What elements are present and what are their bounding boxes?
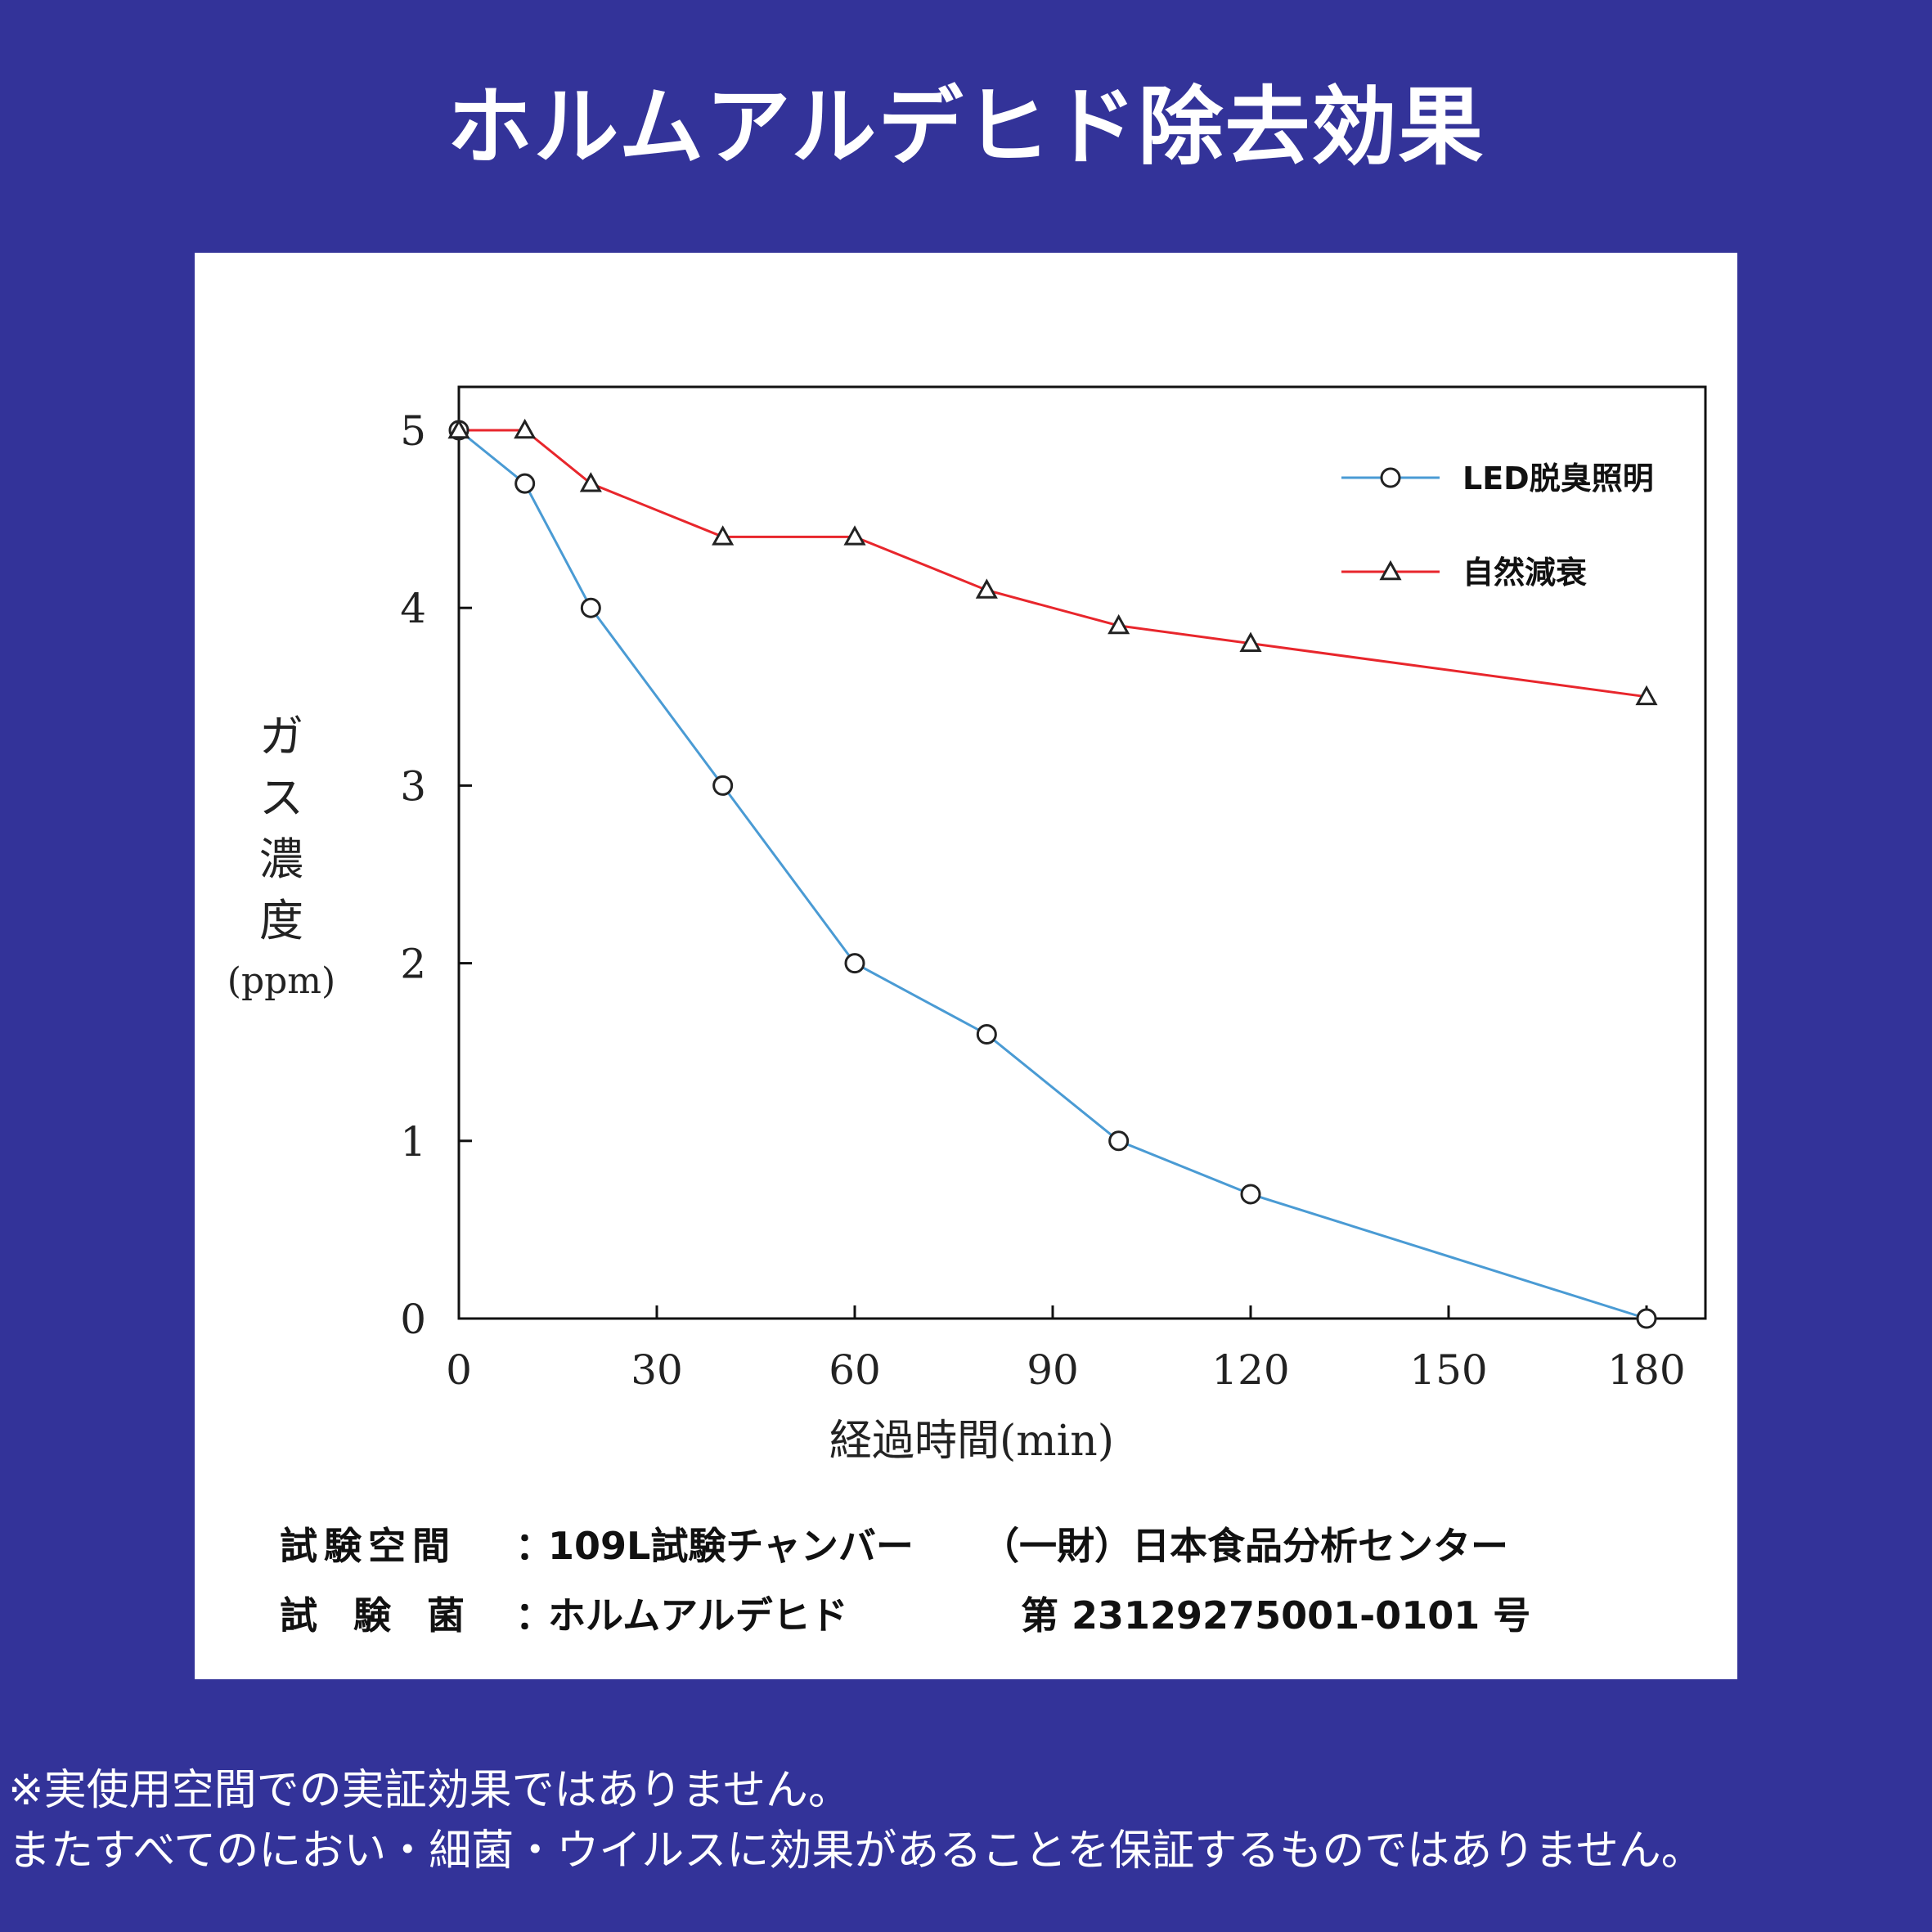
test-org: （一財）日本食品分析センター — [982, 1524, 1508, 1568]
test-space-colon: ： — [515, 1524, 553, 1568]
series-1-point-5 — [975, 578, 998, 599]
y-tick-label-1: 1 — [400, 1118, 426, 1166]
y-tick-label-0: 0 — [400, 1296, 426, 1343]
x-tick-label-150: 150 — [1409, 1346, 1487, 1394]
series-0-point-8 — [1636, 1308, 1657, 1329]
legend-marker-0 — [1380, 467, 1401, 488]
test-target-colon: ： — [515, 1593, 553, 1638]
test-space-label: 試験空間 — [280, 1524, 456, 1568]
test-target-label: 試験菌 — [280, 1593, 501, 1638]
series-1-point-2 — [579, 472, 602, 492]
series-0-point-6 — [1108, 1130, 1130, 1152]
y-axis-label-part-2: 濃 — [259, 833, 303, 885]
x-tick-label-120: 120 — [1211, 1346, 1289, 1394]
x-axis-label: 経過時間(min) — [829, 1417, 1114, 1466]
legend-label-1: 自然減衰 — [1462, 555, 1587, 591]
y-tick-label-3: 3 — [400, 762, 426, 810]
disclaimer-line-2: またすべてのにおい・細菌・ウイルスに効果があることを保証するものではありません。 — [8, 1826, 1704, 1876]
x-tick-label-60: 60 — [829, 1346, 881, 1394]
y-tick-label-2: 2 — [400, 941, 426, 988]
series-1-point-0 — [447, 418, 470, 439]
x-tick-label-180: 180 — [1607, 1346, 1685, 1394]
series-1-point-6 — [1108, 613, 1130, 635]
test-target-row: 試験菌 ：ホルムアルデヒド 第 23129275001-0101 号 — [280, 1586, 1530, 1640]
y-axis-label-part-1: ス — [259, 772, 303, 824]
y-tick-label-4: 4 — [400, 585, 426, 632]
plot-frame — [457, 385, 1707, 1320]
series-1-point-4 — [843, 525, 866, 546]
series-0-point-4 — [844, 953, 865, 974]
series-0-point-3 — [712, 775, 734, 796]
legend-label-0: LED脱臭照明 — [1462, 461, 1654, 496]
series-0-point-5 — [976, 1023, 997, 1045]
series-1-point-8 — [1635, 685, 1658, 706]
x-tick-label-0: 0 — [446, 1346, 472, 1394]
series-1-point-3 — [712, 525, 735, 546]
test-target-value: ホルムアルデヒド — [548, 1593, 848, 1638]
page-title: ホルムアルデヒド除去効果 — [447, 77, 1485, 177]
series-0-point-7 — [1240, 1184, 1261, 1205]
chart-panel: 0 30 60 90 120 150 180 0 1 2 3 4 5 LED脱臭照明 自然減衰 ガス濃度 (… — [195, 253, 1737, 1679]
disclaimer-line-1: ※実使用空間での実証効果ではありません。 — [8, 1766, 851, 1815]
series-0-point-2 — [580, 597, 601, 618]
y-axis-label-part-3: 度 — [259, 895, 303, 946]
test-space-row: 試験空間 ：109L試験チャンバー （一財）日本食品分析センター — [280, 1516, 1508, 1570]
disclaimer-notes: ※実使用空間での実証効果ではありません。 またすべてのにおい・細菌・ウイルスに効… — [8, 1760, 1704, 1881]
test-space-value: 109L試験チャンバー — [548, 1524, 914, 1568]
series-1-point-7 — [1239, 631, 1262, 652]
report-number: 第 23129275001-0101 号 — [1021, 1593, 1531, 1638]
series-0-point-1 — [514, 473, 536, 494]
series-1-point-1 — [514, 418, 537, 439]
legend-marker-1 — [1379, 559, 1402, 581]
y-tick-label-5: 5 — [400, 407, 426, 455]
y-axis-label-part-0: ガ — [259, 711, 303, 762]
x-tick-label-90: 90 — [1027, 1346, 1079, 1394]
x-tick-label-30: 30 — [631, 1346, 683, 1394]
y-axis-label-part-4: (ppm) — [227, 960, 335, 1002]
